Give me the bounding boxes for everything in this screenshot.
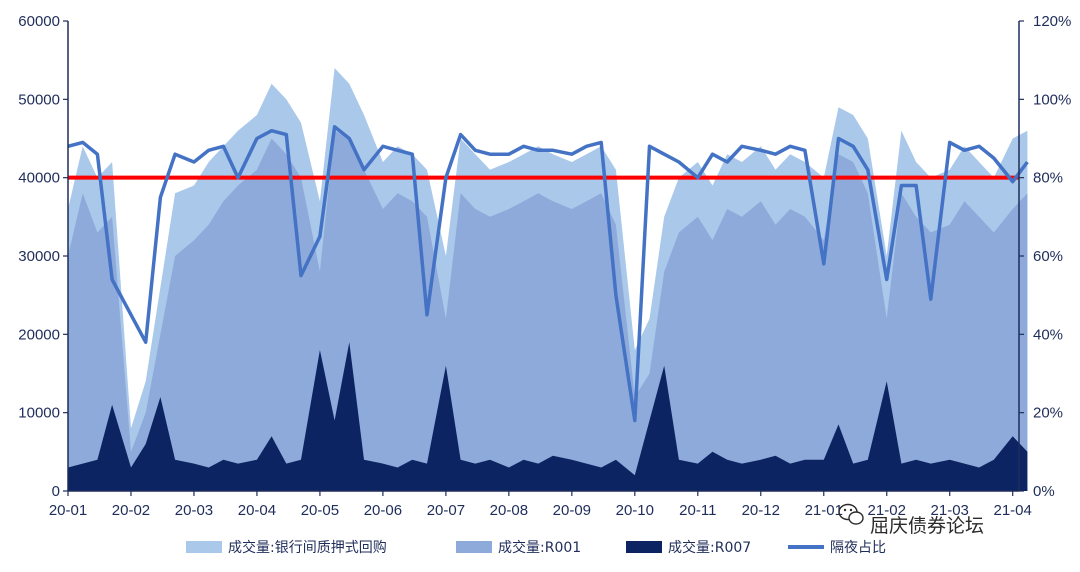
watermark-text: 屈庆债券论坛 bbox=[870, 515, 984, 537]
y-left-tick-label: 50000 bbox=[18, 91, 60, 108]
legend-label: 成交量:R001 bbox=[498, 539, 581, 556]
legend: 成交量:银行间质押式回购 成交量:R001 成交量:R007 隔夜占比 bbox=[186, 539, 886, 556]
x-tick-label: 20-06 bbox=[364, 502, 402, 519]
legend-swatch bbox=[626, 541, 662, 553]
x-tick-label: 21-01 bbox=[805, 502, 843, 519]
x-tick-label: 20-03 bbox=[175, 502, 213, 519]
y-right-tick-label: 0% bbox=[1033, 483, 1055, 500]
area-series-group bbox=[68, 68, 1028, 491]
y-left-tick-label: 10000 bbox=[18, 405, 60, 422]
legend-label: 成交量:R007 bbox=[668, 539, 751, 556]
y-left-tick-label: 30000 bbox=[18, 248, 60, 265]
x-tick-label: 21-04 bbox=[994, 502, 1032, 519]
y-right-tick-label: 120% bbox=[1033, 13, 1071, 30]
y-left-tick-label: 20000 bbox=[18, 326, 60, 343]
x-tick-label: 20-12 bbox=[742, 502, 780, 519]
watermark: 屈庆债券论坛 bbox=[838, 503, 984, 537]
y-right-tick-label: 80% bbox=[1033, 170, 1063, 187]
x-tick-label: 20-10 bbox=[616, 502, 654, 519]
x-tick-label: 20-09 bbox=[553, 502, 591, 519]
y-right-tick-label: 60% bbox=[1033, 248, 1063, 265]
legend-swatch bbox=[186, 541, 222, 553]
line-series-overnight-share bbox=[67, 125, 1029, 423]
x-tick-label: 20-07 bbox=[427, 502, 465, 519]
y-left-tick-label: 60000 bbox=[18, 13, 60, 30]
x-tick-label: 20-04 bbox=[238, 502, 276, 519]
x-tick-label: 20-08 bbox=[490, 502, 528, 519]
y-left-tick-label: 0 bbox=[52, 483, 60, 500]
x-tick-label: 21-03 bbox=[931, 502, 969, 519]
x-tick-label: 20-11 bbox=[679, 502, 716, 519]
y-left-tick-label: 40000 bbox=[18, 170, 60, 187]
x-tick-label: 20-01 bbox=[49, 502, 87, 519]
y-right-tick-label: 40% bbox=[1033, 326, 1063, 343]
area-series-3 bbox=[68, 342, 1028, 491]
area-series-2 bbox=[68, 130, 1028, 491]
line-series-group bbox=[67, 125, 1029, 423]
y-right-tick-label: 20% bbox=[1033, 405, 1063, 422]
legend-swatch bbox=[456, 541, 492, 553]
axes-group: 0 10000 20000 30000 40000 50000 60000 0% 20% 40% 6… bbox=[18, 13, 1071, 519]
legend-label: 隔夜占比 bbox=[830, 540, 886, 556]
x-tick-label: 20-05 bbox=[301, 502, 339, 519]
x-tick-label: 21-02 bbox=[868, 502, 906, 519]
wechat-icon bbox=[838, 503, 864, 525]
y-right-tick-label: 100% bbox=[1033, 91, 1071, 108]
legend-label: 成交量:银行间质押式回购 bbox=[228, 539, 387, 556]
x-tick-label: 20-02 bbox=[112, 502, 150, 519]
